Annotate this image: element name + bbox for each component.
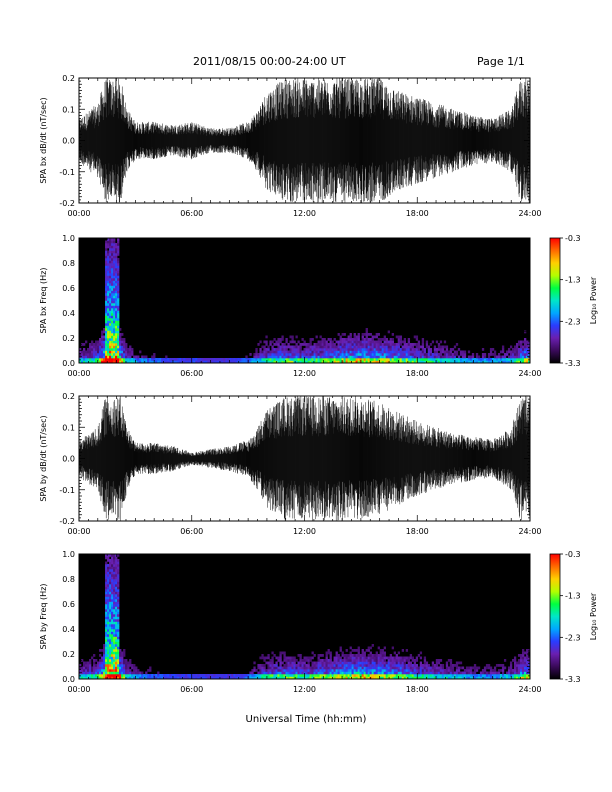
colorbar-tick-label: -1.3 bbox=[565, 592, 581, 601]
y-tick-label: -0.1 bbox=[59, 486, 75, 495]
y-tick-label: 0.6 bbox=[62, 284, 75, 293]
y-tick-label: 0.2 bbox=[62, 334, 75, 343]
x-tick-label: 12:00 bbox=[293, 527, 316, 536]
x-tick-label: 00:00 bbox=[67, 369, 90, 378]
colorbar-tick-label: -1.3 bbox=[565, 276, 581, 285]
axis-ticks bbox=[78, 553, 531, 680]
colorbar-tick-label: -2.3 bbox=[565, 317, 581, 326]
y-tick-label: 0.0 bbox=[62, 455, 75, 464]
y-tick-label: 0.0 bbox=[62, 137, 75, 146]
x-tick-label: 00:00 bbox=[67, 209, 90, 218]
x-tick-label: 18:00 bbox=[406, 527, 429, 536]
x-tick-label: 18:00 bbox=[406, 369, 429, 378]
x-tick-label: 06:00 bbox=[180, 685, 203, 694]
x-tick-label: 12:00 bbox=[293, 369, 316, 378]
y-tick-label: 1.0 bbox=[62, 550, 75, 559]
y-tick-label: 0.2 bbox=[62, 392, 75, 401]
x-tick-label: 06:00 bbox=[180, 527, 203, 536]
y-axis-label: SPA by dB/dt (nT/sec) bbox=[39, 415, 48, 501]
colorbar-label: Log₁₀ Power bbox=[589, 592, 598, 640]
y-axis-label: SPA bx Freq (Hz) bbox=[39, 268, 48, 334]
y-tick-label: 0.0 bbox=[62, 359, 75, 368]
colorbar bbox=[549, 553, 561, 680]
x-tick-label: 18:00 bbox=[406, 685, 429, 694]
date-range-title: 2011/08/15 00:00-24:00 UT bbox=[193, 55, 346, 68]
y-axis-label: SPA by Freq (Hz) bbox=[39, 584, 48, 650]
colorbar-tick-label: -3.3 bbox=[565, 675, 581, 684]
y-axis-label: SPA bx dB/dt (nT/sec) bbox=[39, 97, 48, 183]
y-tick-label: 0.6 bbox=[62, 600, 75, 609]
x-tick-label: 00:00 bbox=[67, 527, 90, 536]
x-tick-label: 24:00 bbox=[518, 369, 541, 378]
axis-ticks bbox=[78, 77, 531, 204]
y-tick-label: 0.1 bbox=[62, 105, 75, 114]
y-tick-label: 0.4 bbox=[62, 625, 75, 634]
y-tick-label: -0.2 bbox=[59, 517, 75, 526]
y-tick-label: 0.8 bbox=[62, 575, 75, 584]
x-tick-label: 06:00 bbox=[180, 369, 203, 378]
x-tick-label: 12:00 bbox=[293, 209, 316, 218]
colorbar-tick-label: -0.3 bbox=[565, 234, 581, 243]
panels: 00:00 06:00 12:00 18:00 24:00 0.2 0.1 0.0 -0.1 -0… bbox=[39, 74, 598, 694]
y-tick-label: 0.1 bbox=[62, 423, 75, 432]
x-tick-label: 24:00 bbox=[518, 209, 541, 218]
x-tick-label: 00:00 bbox=[67, 685, 90, 694]
y-tick-label: 0.2 bbox=[62, 650, 75, 659]
y-tick-label: 1.0 bbox=[62, 234, 75, 243]
colorbar-tick-label: -0.3 bbox=[565, 550, 581, 559]
y-tick-label: 0.0 bbox=[62, 675, 75, 684]
spectrogram-cells bbox=[79, 554, 531, 680]
colorbar-tick-label: -3.3 bbox=[565, 359, 581, 368]
page-indicator: Page 1/1 bbox=[477, 55, 525, 68]
y-tick-label: -0.2 bbox=[59, 199, 75, 208]
colorbar-tick-label: -2.3 bbox=[565, 633, 581, 642]
x-axis-label: Universal Time (hh:mm) bbox=[246, 714, 367, 725]
spectrogram-cells bbox=[79, 238, 531, 364]
y-tick-label: 0.4 bbox=[62, 309, 75, 318]
axis-ticks bbox=[78, 395, 531, 522]
x-tick-label: 24:00 bbox=[518, 527, 541, 536]
axis-ticks bbox=[78, 237, 531, 364]
y-tick-label: 0.8 bbox=[62, 259, 75, 268]
y-tick-label: 0.2 bbox=[62, 74, 75, 83]
colorbar-label: Log₁₀ Power bbox=[589, 276, 598, 324]
x-tick-label: 06:00 bbox=[180, 209, 203, 218]
colorbar bbox=[549, 237, 561, 364]
y-tick-label: -0.1 bbox=[59, 168, 75, 177]
x-tick-label: 18:00 bbox=[406, 209, 429, 218]
x-tick-label: 24:00 bbox=[518, 685, 541, 694]
x-tick-label: 12:00 bbox=[293, 685, 316, 694]
